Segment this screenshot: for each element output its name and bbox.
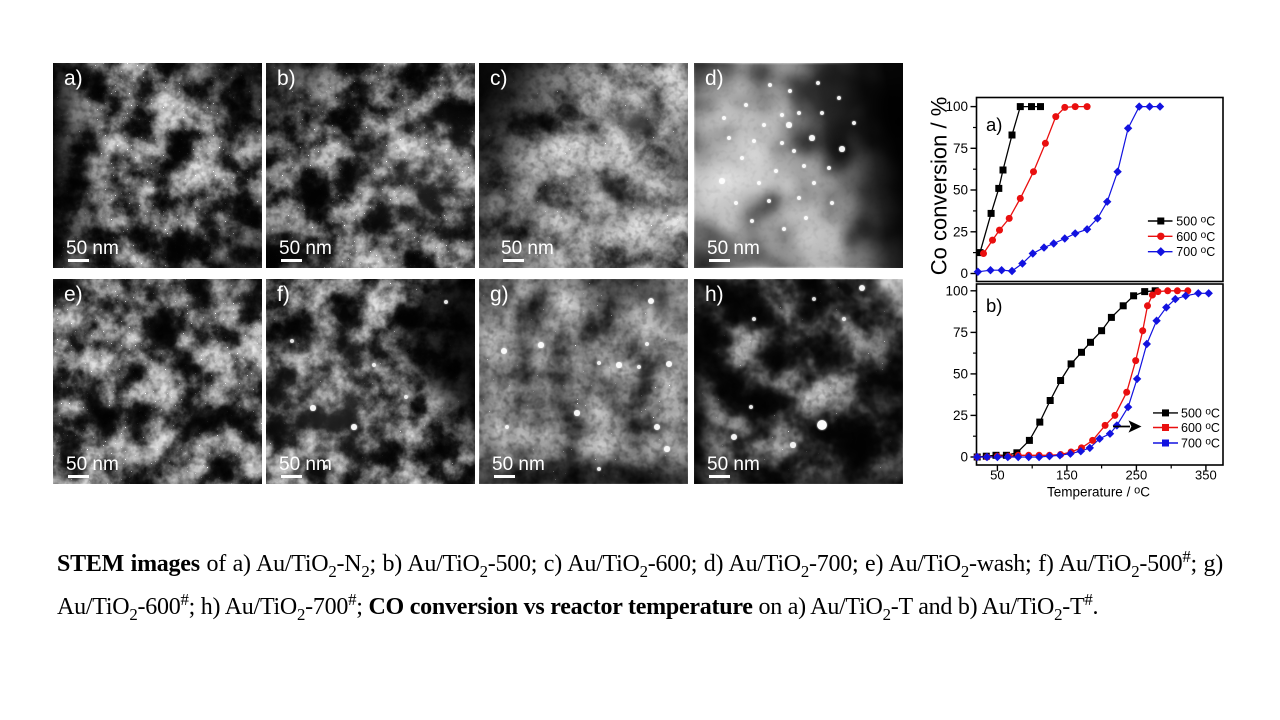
svg-text:25: 25	[953, 224, 968, 239]
svg-text:350: 350	[1195, 468, 1217, 483]
svg-text:600 oC: 600 oC	[1181, 421, 1220, 435]
svg-text:50: 50	[990, 468, 1004, 483]
svg-text:0: 0	[960, 266, 968, 281]
svg-text:75: 75	[953, 141, 968, 156]
svg-text:250: 250	[1126, 468, 1148, 483]
svg-text:a): a)	[986, 114, 1002, 135]
svg-text:500 oC: 500 oC	[1181, 406, 1220, 420]
svg-text:50: 50	[953, 366, 968, 381]
svg-text:25: 25	[953, 408, 968, 423]
svg-text:Temperature / oC: Temperature / oC	[1047, 484, 1150, 499]
svg-text:0: 0	[960, 450, 968, 465]
svg-text:500 oC: 500 oC	[1176, 215, 1215, 229]
svg-text:150: 150	[1056, 468, 1078, 483]
svg-text:100: 100	[945, 283, 968, 298]
svg-text:100: 100	[945, 99, 968, 114]
svg-text:700 oC: 700 oC	[1176, 245, 1215, 259]
svg-text:Co conversion / %: Co conversion / %	[927, 97, 952, 276]
svg-text:600 oC: 600 oC	[1176, 230, 1215, 244]
svg-text:b): b)	[986, 295, 1002, 316]
svg-text:75: 75	[953, 325, 968, 340]
svg-text:700 oC: 700 oC	[1181, 437, 1220, 451]
svg-text:50: 50	[953, 183, 968, 198]
